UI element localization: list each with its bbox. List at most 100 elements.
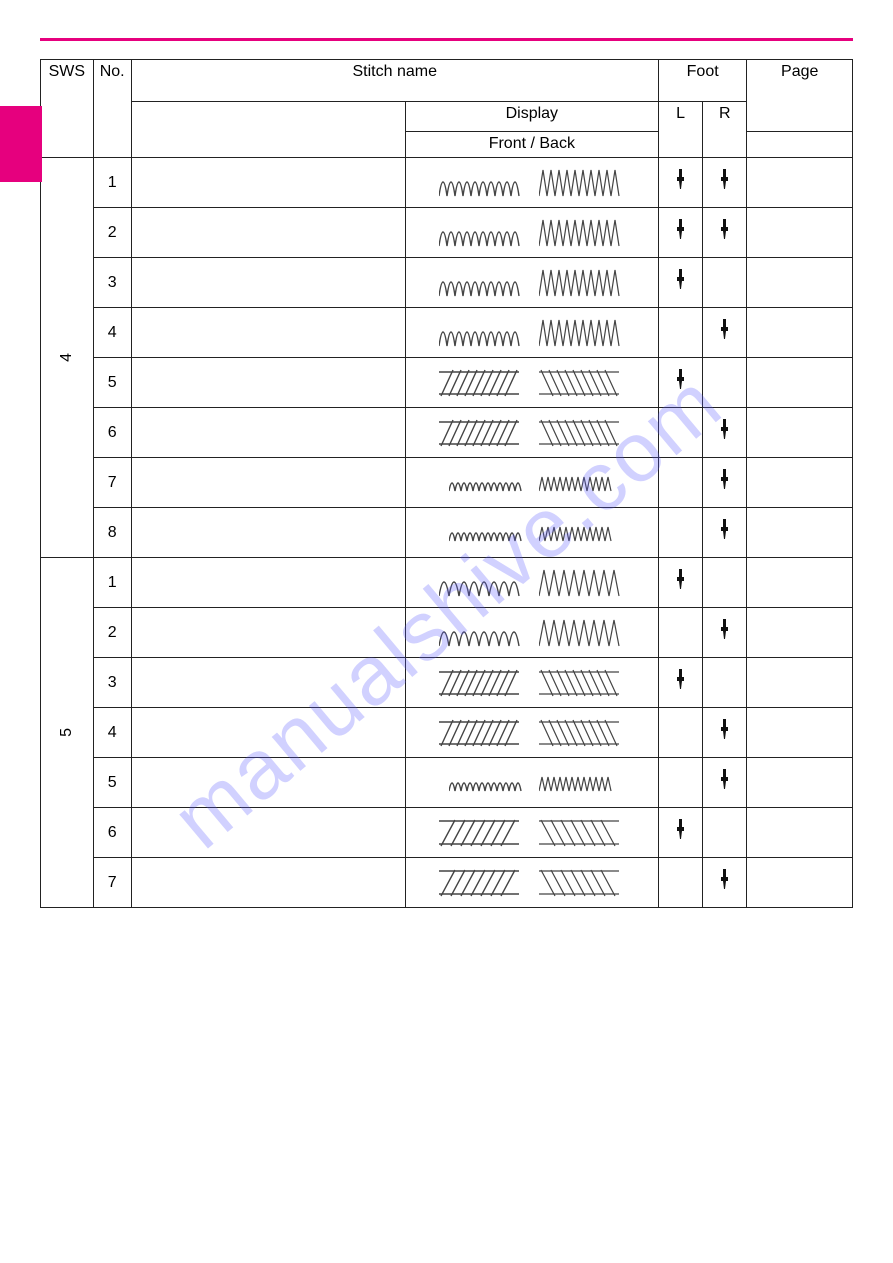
- page-ref: [747, 508, 853, 558]
- stitch-display-pair: [439, 711, 625, 754]
- table-row: 41: [41, 158, 853, 208]
- table-row: 2: [41, 608, 853, 658]
- stitch-name: [131, 408, 405, 458]
- stitch-display: [405, 658, 658, 708]
- stitch-front-icon: [439, 668, 525, 698]
- stitch-display-pair: [439, 611, 625, 654]
- foot-left-cell: [658, 858, 702, 908]
- stitch-display: [405, 358, 658, 408]
- stitch-name: [131, 608, 405, 658]
- stitch-display: [405, 858, 658, 908]
- title-rule: [40, 38, 853, 41]
- stitch-front-icon: [439, 568, 525, 598]
- stitch-name: [131, 558, 405, 608]
- stitch-front-icon: [439, 718, 525, 748]
- foot-left-cell: [658, 608, 702, 658]
- foot-left-cell: [658, 758, 702, 808]
- stitch-display-pair: [439, 661, 625, 704]
- stitch-display-pair: [439, 861, 625, 904]
- stitch-back-icon: [539, 268, 625, 298]
- table-row: 4: [41, 708, 853, 758]
- stitch-display-pair: [439, 561, 625, 604]
- stitch-display: [405, 608, 658, 658]
- stitch-display: [405, 808, 658, 858]
- stitch-name: [131, 858, 405, 908]
- stitch-number: 7: [93, 458, 131, 508]
- foot-left-cell: [658, 208, 702, 258]
- sws-group-label: 4: [41, 158, 94, 558]
- stitch-display: [405, 158, 658, 208]
- stitch-number: 2: [93, 208, 131, 258]
- stitch-display-pair: [439, 361, 625, 404]
- hdr-display-sub: Front / Back: [405, 132, 658, 158]
- page-ref: [747, 658, 853, 708]
- foot-right-cell: [703, 208, 747, 258]
- table-row: 3: [41, 658, 853, 708]
- stitch-display-pair: [449, 511, 615, 554]
- section-tab: [0, 106, 42, 182]
- page-ref: [747, 458, 853, 508]
- stitch-display-pair: [439, 161, 625, 204]
- stitch-display: [405, 458, 658, 508]
- hdr-name: [131, 102, 405, 158]
- stitch-number: 5: [93, 358, 131, 408]
- table-row: 6: [41, 408, 853, 458]
- foot-right-cell: [703, 308, 747, 358]
- foot-right-cell: [703, 758, 747, 808]
- stitch-number: 5: [93, 758, 131, 808]
- foot-right-cell: [703, 158, 747, 208]
- stitch-name: [131, 308, 405, 358]
- stitch-number: 3: [93, 658, 131, 708]
- stitch-number: 8: [93, 508, 131, 558]
- stitch-back-icon: [539, 668, 625, 698]
- table-row: 4: [41, 308, 853, 358]
- table-row: 5: [41, 358, 853, 408]
- presser-foot-icon: [675, 169, 686, 191]
- foot-right-cell: [703, 558, 747, 608]
- foot-left-cell: [658, 358, 702, 408]
- foot-left-cell: [658, 158, 702, 208]
- foot-right-cell: [703, 808, 747, 858]
- hdr-page-sub: [747, 132, 853, 158]
- stitch-display: [405, 208, 658, 258]
- presser-foot-icon: [675, 369, 686, 391]
- page-ref: [747, 858, 853, 908]
- stitch-display-pair: [449, 461, 615, 504]
- stitch-front-icon: [439, 168, 525, 198]
- page-ref: [747, 158, 853, 208]
- page-ref: [747, 358, 853, 408]
- hdr-foot-l: L: [658, 102, 702, 158]
- presser-foot-icon: [719, 169, 730, 191]
- stitch-front-icon: [449, 471, 525, 495]
- foot-right-cell: [703, 408, 747, 458]
- table-row: 6: [41, 808, 853, 858]
- foot-left-cell: [658, 508, 702, 558]
- stitch-name: [131, 808, 405, 858]
- stitch-back-icon: [539, 521, 615, 545]
- stitch-number: 7: [93, 858, 131, 908]
- foot-right-cell: [703, 458, 747, 508]
- stitch-back-icon: [539, 168, 625, 198]
- page-ref: [747, 608, 853, 658]
- stitch-number: 1: [93, 158, 131, 208]
- presser-foot-icon: [719, 419, 730, 441]
- hdr-foot-r: R: [703, 102, 747, 158]
- presser-foot-icon: [675, 219, 686, 241]
- stitch-front-icon: [439, 818, 525, 848]
- foot-left-cell: [658, 708, 702, 758]
- stitch-display: [405, 258, 658, 308]
- stitch-name: [131, 208, 405, 258]
- foot-left-cell: [658, 558, 702, 608]
- stitch-display-pair: [439, 211, 625, 254]
- foot-right-cell: [703, 658, 747, 708]
- hdr-foot: Foot: [658, 60, 747, 102]
- stitch-front-icon: [439, 868, 525, 898]
- table-body: 41 2 3 4 5 6 7 8 51 2 3 4 5 6 7: [41, 158, 853, 908]
- stitch-display-pair: [439, 811, 625, 854]
- stitch-front-icon: [449, 771, 525, 795]
- presser-foot-icon: [719, 319, 730, 341]
- presser-foot-icon: [719, 869, 730, 891]
- stitch-back-icon: [539, 771, 615, 795]
- foot-right-cell: [703, 358, 747, 408]
- table-row: 7: [41, 458, 853, 508]
